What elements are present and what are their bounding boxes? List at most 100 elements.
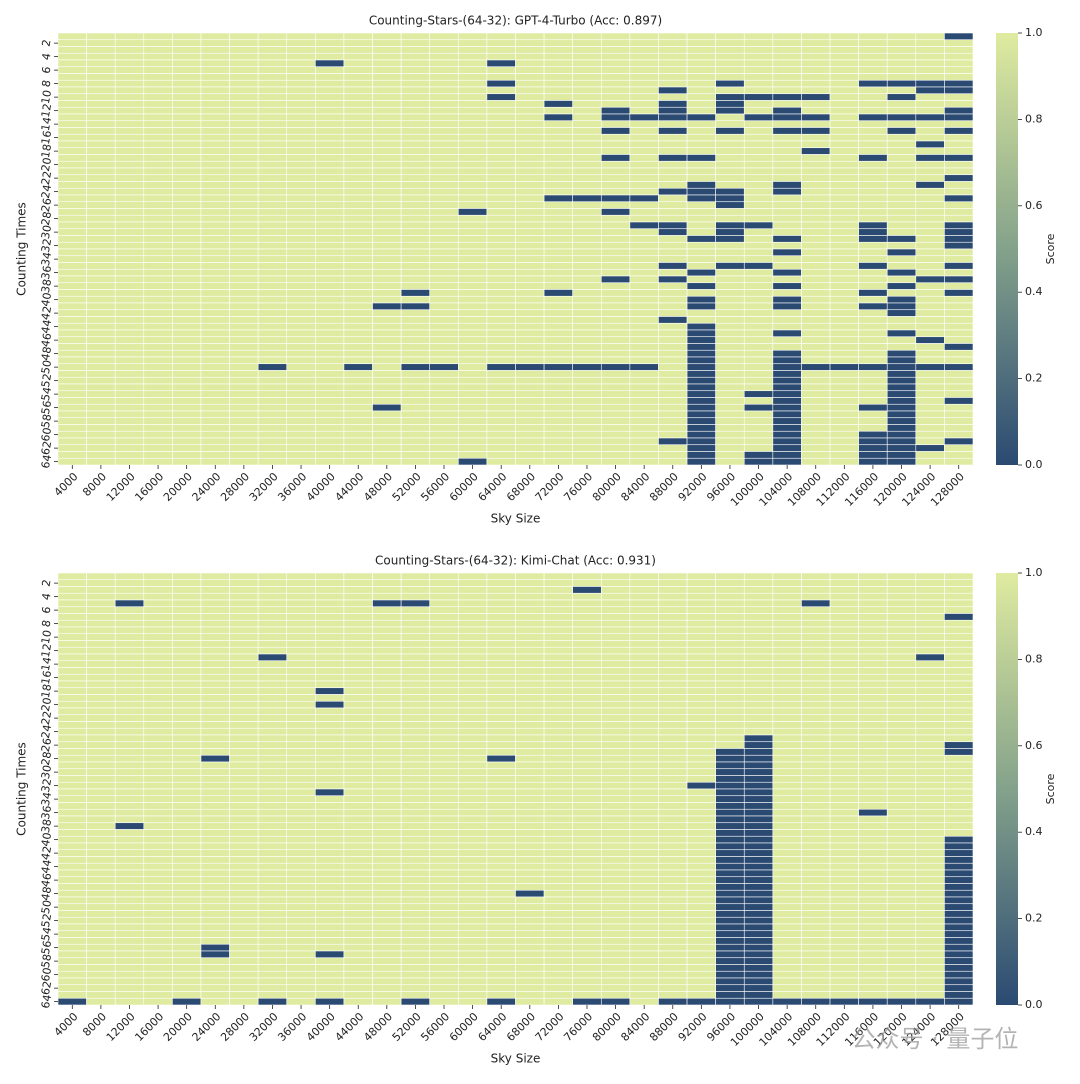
- y-tick-label: 56: [39, 940, 54, 956]
- heatmap-cell: [343, 950, 373, 959]
- heatmap-cell: [458, 869, 488, 878]
- heatmap-cell: [315, 201, 345, 209]
- heatmap-cell: [429, 930, 459, 938]
- heatmap-cell: [944, 181, 974, 189]
- heatmap-cell: [86, 950, 116, 959]
- heatmap-cell: [858, 160, 888, 169]
- heatmap-cell: [343, 788, 373, 797]
- heatmap-cell: [915, 835, 945, 844]
- heatmap-cell: [172, 572, 202, 581]
- heatmap-cell: [715, 376, 745, 385]
- heatmap-cell: [57, 147, 87, 155]
- heatmap-cell: [829, 322, 859, 331]
- heatmap-cell: [915, 579, 945, 587]
- heatmap-cell: [829, 201, 859, 209]
- y-tick-label: 4: [39, 52, 53, 61]
- heatmap-cell: [114, 842, 145, 851]
- heatmap-cell: [829, 241, 859, 250]
- heatmap-cell: [915, 997, 945, 1006]
- heatmap-cell: [686, 714, 716, 722]
- heatmap-cell: [600, 349, 631, 358]
- heatmap-cell: [715, 228, 745, 236]
- heatmap-cell: [801, 424, 831, 432]
- heatmap-cell: [315, 322, 345, 331]
- heatmap-cell: [114, 376, 145, 385]
- heatmap-cell: [858, 633, 888, 641]
- heatmap-cell: [143, 370, 173, 378]
- heatmap-cell: [629, 572, 659, 581]
- heatmap-cell: [286, 66, 316, 74]
- heatmap-cell: [114, 849, 145, 857]
- heatmap-cell: [343, 653, 373, 662]
- heatmap-cell: [801, 86, 831, 95]
- heatmap-cell: [200, 903, 230, 911]
- heatmap-cell: [600, 815, 631, 824]
- heatmap-cell: [200, 201, 230, 209]
- heatmap-cell: [715, 741, 745, 749]
- heatmap-cell: [486, 721, 516, 729]
- heatmap-cell: [486, 437, 516, 446]
- heatmap-cell: [944, 444, 974, 452]
- heatmap-cell: [143, 282, 173, 290]
- heatmap-cell: [286, 221, 316, 230]
- heatmap-cell: [829, 694, 859, 702]
- heatmap-cell: [629, 147, 659, 155]
- heatmap-cell: [543, 680, 573, 689]
- heatmap-cell: [600, 626, 631, 635]
- heatmap-cell: [143, 147, 173, 155]
- heatmap-cell: [886, 957, 917, 965]
- heatmap-cell: [343, 457, 373, 466]
- heatmap-cell: [372, 39, 402, 47]
- heatmap-cell: [772, 788, 802, 797]
- heatmap-cell: [486, 896, 516, 905]
- heatmap-cell: [829, 194, 859, 203]
- heatmap-cell: [200, 309, 230, 317]
- heatmap-cell: [886, 376, 917, 385]
- heatmap-cell: [257, 795, 288, 803]
- heatmap-cell: [543, 363, 573, 371]
- heatmap-cell: [686, 174, 716, 182]
- heatmap-cell: [858, 619, 888, 628]
- heatmap-cell: [200, 397, 230, 405]
- heatmap-cell: [458, 613, 488, 621]
- heatmap-cell: [944, 835, 974, 844]
- heatmap-cell: [486, 707, 516, 716]
- heatmap-cell: [200, 370, 230, 378]
- heatmap-cell: [858, 376, 888, 385]
- heatmap-cell: [515, 32, 545, 41]
- heatmap-cell: [458, 586, 488, 594]
- heatmap-cell: [829, 228, 859, 236]
- heatmap-cell: [486, 201, 516, 209]
- heatmap-cell: [515, 829, 545, 837]
- heatmap-cell: [715, 640, 745, 648]
- heatmap-cell: [114, 356, 145, 365]
- heatmap-cell: [829, 667, 859, 675]
- heatmap-cell: [715, 761, 745, 770]
- heatmap-cell: [486, 181, 516, 189]
- colorbar-tick-label: 1.0: [1025, 566, 1043, 579]
- heatmap-cell: [315, 133, 345, 142]
- heatmap-cell: [57, 876, 87, 884]
- heatmap-cell: [629, 606, 659, 614]
- heatmap-cell: [829, 896, 859, 905]
- heatmap-cell: [486, 775, 516, 783]
- heatmap-cell: [286, 127, 316, 135]
- heatmap-cell: [486, 680, 516, 689]
- heatmap-cell: [200, 289, 230, 297]
- heatmap-cell: [372, 957, 402, 965]
- heatmap-cell: [658, 842, 688, 851]
- heatmap-cell: [143, 849, 173, 857]
- heatmap-cell: [629, 896, 659, 905]
- heatmap-cell: [629, 113, 659, 122]
- heatmap-cell: [458, 52, 488, 61]
- heatmap-cell: [486, 322, 516, 331]
- heatmap-cell: [315, 370, 345, 378]
- heatmap-cell: [543, 268, 573, 277]
- heatmap-cell: [715, 410, 745, 419]
- heatmap-cell: [343, 302, 373, 311]
- heatmap-cell: [686, 862, 716, 871]
- heatmap-cell: [143, 228, 173, 236]
- heatmap-cell: [486, 349, 516, 358]
- heatmap-cell: [743, 977, 774, 986]
- heatmap-cell: [543, 829, 573, 837]
